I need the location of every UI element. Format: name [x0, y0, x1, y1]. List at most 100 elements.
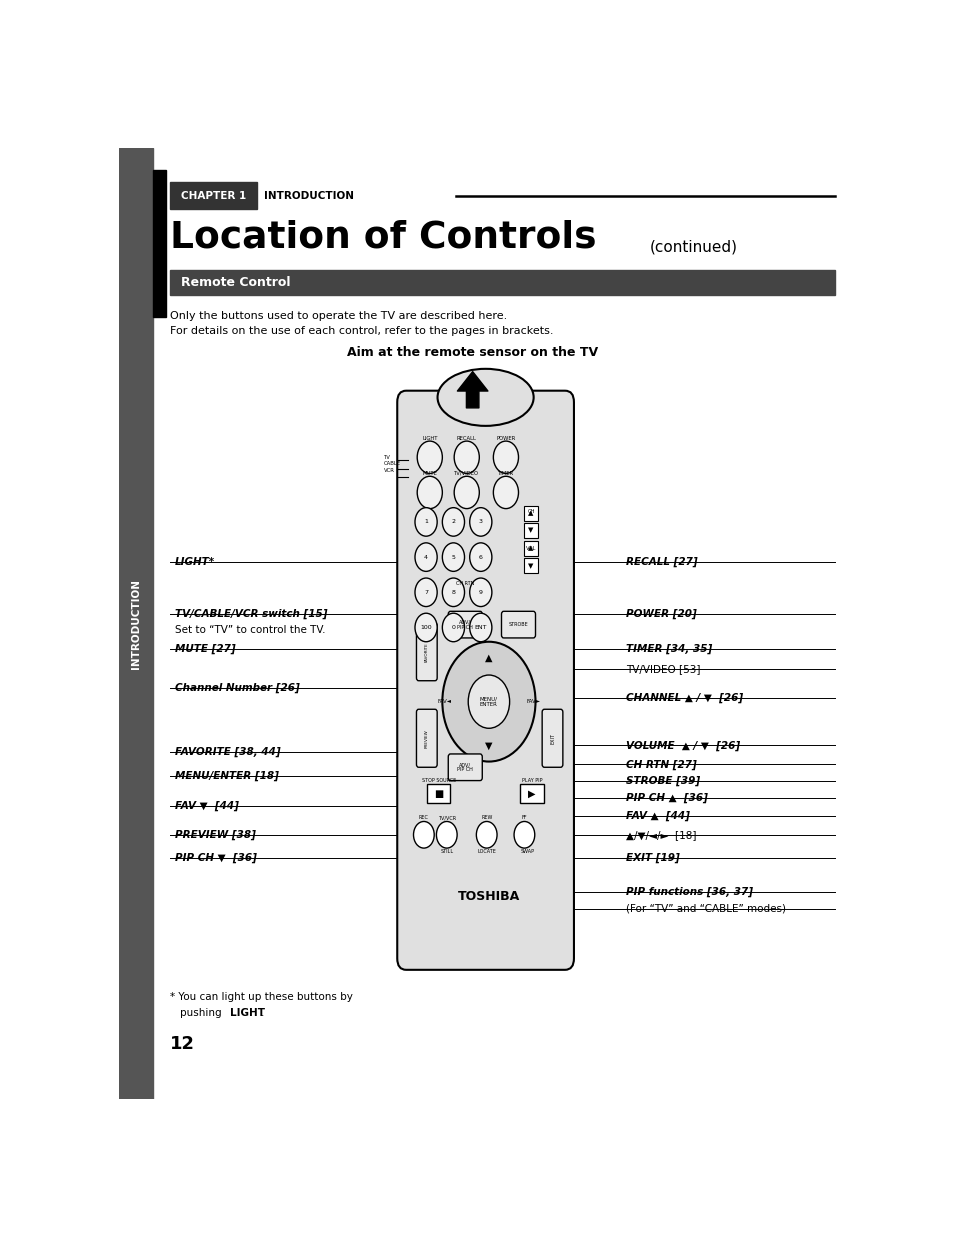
Text: 0: 0	[451, 625, 455, 630]
Text: CH: CH	[527, 509, 535, 514]
Text: 6: 6	[478, 555, 482, 559]
Bar	[519, 784, 543, 804]
Text: STOP SOURCE: STOP SOURCE	[421, 778, 456, 783]
Text: CHANNEL ▲ / ▼  [26]: CHANNEL ▲ / ▼ [26]	[625, 693, 742, 703]
Bar	[152, 170, 166, 317]
Text: Channel Number [26]: Channel Number [26]	[174, 683, 299, 694]
Text: STROBE: STROBE	[508, 622, 528, 627]
Circle shape	[514, 821, 535, 848]
Bar	[170, 270, 834, 295]
Circle shape	[415, 543, 436, 572]
Text: STILL: STILL	[439, 850, 453, 855]
Text: PREVIEW [38]: PREVIEW [38]	[174, 830, 255, 840]
Text: FAV ▼  [44]: FAV ▼ [44]	[174, 802, 238, 811]
Circle shape	[416, 477, 442, 509]
Text: ▲: ▲	[528, 510, 533, 516]
Text: TOSHIBA: TOSHIBA	[457, 890, 519, 903]
Text: VOLUME  ▲ / ▼  [26]: VOLUME ▲ / ▼ [26]	[625, 740, 740, 751]
FancyBboxPatch shape	[396, 390, 574, 969]
Text: REC: REC	[418, 815, 428, 820]
Text: VOL: VOL	[525, 546, 536, 551]
Circle shape	[454, 441, 478, 473]
Circle shape	[442, 578, 464, 606]
Bar	[170, 183, 256, 209]
Text: PIP functions [36, 37]: PIP functions [36, 37]	[625, 887, 752, 897]
Text: Set to “TV” to control the TV.: Set to “TV” to control the TV.	[174, 625, 325, 635]
Circle shape	[416, 441, 442, 473]
FancyBboxPatch shape	[416, 622, 436, 680]
Text: SWAP: SWAP	[520, 850, 535, 855]
Text: PIP CH ▼  [36]: PIP CH ▼ [36]	[174, 852, 256, 863]
Text: ▲: ▲	[485, 653, 492, 663]
Text: CH RTN [27]: CH RTN [27]	[625, 760, 696, 769]
Text: TIMER [34, 35]: TIMER [34, 35]	[625, 645, 711, 655]
Text: 5: 5	[451, 555, 455, 559]
Text: CHAPTER 1: CHAPTER 1	[180, 190, 246, 201]
Circle shape	[442, 614, 464, 642]
Text: (For “TV” and “CABLE” modes): (For “TV” and “CABLE” modes)	[625, 904, 785, 914]
Text: 3: 3	[478, 520, 482, 525]
Text: FAV ▲  [44]: FAV ▲ [44]	[625, 810, 689, 821]
Circle shape	[469, 578, 492, 606]
Text: ▲: ▲	[528, 546, 533, 552]
Text: TV
CABLE
VCR: TV CABLE VCR	[383, 456, 400, 473]
FancyBboxPatch shape	[541, 709, 562, 767]
FancyArrowPatch shape	[456, 372, 487, 408]
Text: Remote Control: Remote Control	[180, 275, 290, 289]
Circle shape	[469, 543, 492, 572]
Circle shape	[442, 508, 464, 536]
Text: MENU/ENTER [18]: MENU/ENTER [18]	[174, 771, 278, 781]
Text: TV/CABLE/VCR switch [15]: TV/CABLE/VCR switch [15]	[174, 609, 327, 619]
Text: PLAY PIP: PLAY PIP	[521, 778, 541, 783]
Circle shape	[493, 441, 518, 473]
Bar	[119, 148, 152, 1099]
Text: POWER [20]: POWER [20]	[625, 609, 696, 619]
Text: ADV/
PIP CH: ADV/ PIP CH	[456, 620, 473, 630]
Bar	[523, 558, 537, 573]
Ellipse shape	[437, 369, 533, 426]
Circle shape	[476, 821, 497, 848]
Text: 9: 9	[478, 590, 482, 595]
Text: FAV◄: FAV◄	[437, 699, 451, 704]
Text: MUTE: MUTE	[422, 471, 436, 475]
Text: EXIT [19]: EXIT [19]	[625, 852, 679, 863]
Text: ▲/▼/◄/►  [18]: ▲/▼/◄/► [18]	[625, 830, 696, 840]
Text: LIGHT: LIGHT	[230, 1008, 265, 1018]
Text: CH RTN: CH RTN	[456, 580, 474, 585]
Text: 2: 2	[451, 520, 455, 525]
Text: FAVORITE: FAVORITE	[424, 642, 428, 662]
Text: PREVIEW: PREVIEW	[424, 730, 428, 748]
Circle shape	[415, 578, 436, 606]
Circle shape	[436, 821, 456, 848]
Text: TV/VCR: TV/VCR	[437, 815, 456, 820]
Text: Aim at the remote sensor on the TV: Aim at the remote sensor on the TV	[347, 346, 598, 359]
Text: RECALL: RECALL	[456, 436, 476, 441]
Bar	[523, 506, 537, 521]
Text: FF: FF	[521, 815, 527, 820]
Text: 4: 4	[424, 555, 428, 559]
Text: INTRODUCTION: INTRODUCTION	[264, 190, 354, 201]
Text: PIP CH ▲  [36]: PIP CH ▲ [36]	[625, 793, 707, 803]
Text: For details on the use of each control, refer to the pages in brackets.: For details on the use of each control, …	[170, 326, 553, 336]
Text: Only the buttons used to operate the TV are described here.: Only the buttons used to operate the TV …	[170, 310, 506, 321]
Text: INTRODUCTION: INTRODUCTION	[131, 579, 140, 668]
Text: TV/VIDEO: TV/VIDEO	[454, 471, 478, 475]
Circle shape	[413, 821, 434, 848]
Text: LIGHT*: LIGHT*	[174, 557, 214, 567]
Text: 8: 8	[451, 590, 455, 595]
Text: TV/VIDEO [53]: TV/VIDEO [53]	[625, 664, 700, 674]
Text: RECALL [27]: RECALL [27]	[625, 557, 697, 567]
Text: ▶: ▶	[528, 789, 535, 799]
FancyBboxPatch shape	[448, 753, 482, 781]
Circle shape	[442, 543, 464, 572]
Text: ENT: ENT	[474, 625, 487, 630]
Text: MUTE [27]: MUTE [27]	[174, 645, 235, 655]
Text: ▼: ▼	[528, 527, 533, 534]
Text: ADV/
PIP CH: ADV/ PIP CH	[456, 762, 473, 772]
Text: ■: ■	[434, 789, 443, 799]
Circle shape	[442, 642, 535, 762]
Text: pushing: pushing	[180, 1008, 225, 1018]
Text: MENU/
ENTER: MENU/ ENTER	[479, 697, 497, 708]
Text: ▼: ▼	[528, 563, 533, 568]
Circle shape	[469, 508, 492, 536]
